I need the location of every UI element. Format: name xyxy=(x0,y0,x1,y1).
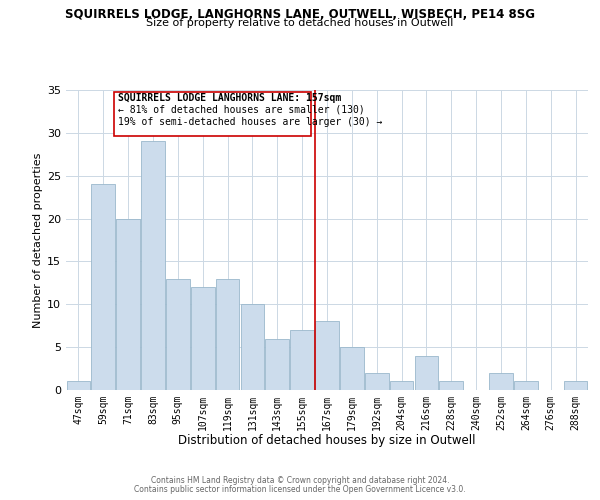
Bar xyxy=(315,322,339,390)
Text: 19% of semi-detached houses are larger (30) →: 19% of semi-detached houses are larger (… xyxy=(118,117,383,127)
Text: ← 81% of detached houses are smaller (130): ← 81% of detached houses are smaller (13… xyxy=(118,105,365,115)
FancyBboxPatch shape xyxy=(115,92,311,136)
Bar xyxy=(290,330,314,390)
Bar xyxy=(390,382,413,390)
Bar xyxy=(564,382,587,390)
Bar xyxy=(241,304,264,390)
Y-axis label: Number of detached properties: Number of detached properties xyxy=(33,152,43,328)
Bar xyxy=(166,278,190,390)
Bar xyxy=(116,218,140,390)
Bar xyxy=(67,382,90,390)
Bar xyxy=(514,382,538,390)
Bar xyxy=(216,278,239,390)
Bar xyxy=(365,373,389,390)
X-axis label: Distribution of detached houses by size in Outwell: Distribution of detached houses by size … xyxy=(178,434,476,448)
Text: Contains public sector information licensed under the Open Government Licence v3: Contains public sector information licen… xyxy=(134,485,466,494)
Bar xyxy=(265,338,289,390)
Text: SQUIRRELS LODGE, LANGHORNS LANE, OUTWELL, WISBECH, PE14 8SG: SQUIRRELS LODGE, LANGHORNS LANE, OUTWELL… xyxy=(65,8,535,20)
Text: Contains HM Land Registry data © Crown copyright and database right 2024.: Contains HM Land Registry data © Crown c… xyxy=(151,476,449,485)
Bar xyxy=(415,356,438,390)
Bar xyxy=(340,347,364,390)
Bar xyxy=(489,373,513,390)
Bar xyxy=(141,142,165,390)
Bar xyxy=(91,184,115,390)
Text: Size of property relative to detached houses in Outwell: Size of property relative to detached ho… xyxy=(146,18,454,28)
Bar xyxy=(191,287,215,390)
Text: SQUIRRELS LODGE LANGHORNS LANE: 157sqm: SQUIRRELS LODGE LANGHORNS LANE: 157sqm xyxy=(118,93,341,103)
Bar xyxy=(439,382,463,390)
